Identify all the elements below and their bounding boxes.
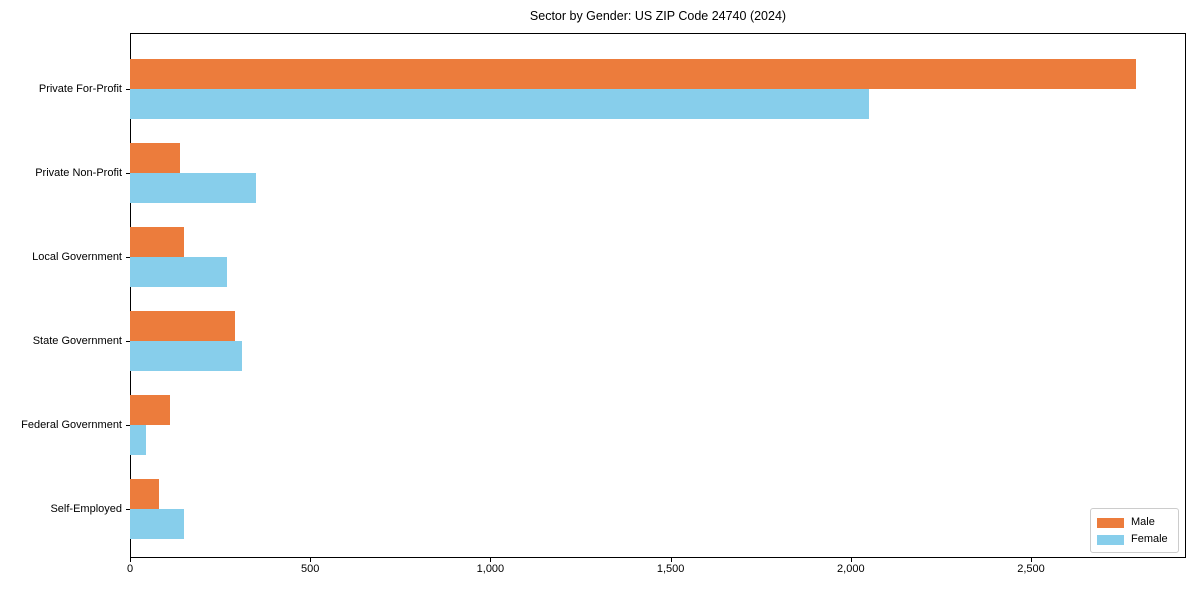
bar-male-private-non-profit <box>130 143 181 173</box>
y-tick-mark <box>126 257 130 258</box>
x-tick-label-1-500: 1,500 <box>656 563 685 575</box>
x-tick-label-2-500: 2,500 <box>1017 563 1045 575</box>
x-tick-label-0: 0 <box>126 563 134 575</box>
bar-male-federal-government <box>130 395 170 425</box>
bar-female-local-government <box>130 257 228 287</box>
legend: Male Female <box>1090 508 1179 553</box>
y-tick-mark <box>126 173 130 174</box>
bar-female-private-for-profit <box>130 89 869 119</box>
x-tick-label-1-000: 1,000 <box>476 563 505 575</box>
legend-item-male: Male <box>1097 515 1178 530</box>
bar-male-self-employed <box>130 479 159 509</box>
legend-label-female: Female <box>1131 533 1168 545</box>
x-tick-mark <box>1031 558 1033 562</box>
x-tick-mark <box>130 558 131 562</box>
chart-title: Sector by Gender: US ZIP Code 24740 (202… <box>529 9 787 23</box>
y-category-label-self-employed: Self-Employed <box>50 503 122 515</box>
legend-swatch-male <box>1097 517 1124 528</box>
y-tick-mark <box>126 425 130 426</box>
y-category-label-federal-government: Federal Government <box>21 419 122 431</box>
y-tick-mark <box>126 89 130 90</box>
legend-label-male: Male <box>1131 516 1155 528</box>
bar-female-private-non-profit <box>130 173 257 203</box>
bar-male-local-government <box>130 227 185 257</box>
x-tick-mark <box>670 558 672 562</box>
x-tick-mark <box>490 558 492 562</box>
bar-male-private-for-profit <box>130 59 1136 89</box>
plot-area <box>130 33 1186 558</box>
x-tick-label-2-000: 2,000 <box>837 563 865 575</box>
bar-female-state-government <box>130 341 242 371</box>
legend-swatch-female <box>1097 534 1124 545</box>
legend-item-female: Female <box>1097 532 1178 547</box>
x-tick-mark <box>850 558 852 562</box>
y-tick-mark <box>126 509 130 510</box>
y-category-label-private-non-profit: Private Non-Profit <box>35 167 122 179</box>
bar-male-state-government <box>130 311 235 341</box>
y-category-label-private-for-profit: Private For-Profit <box>38 83 122 95</box>
bar-female-federal-government <box>130 425 147 455</box>
y-category-label-state-government: State Government <box>32 335 122 347</box>
y-tick-mark <box>126 341 130 342</box>
y-category-label-local-government: Local Government <box>32 251 122 263</box>
bar-female-self-employed <box>130 509 185 539</box>
x-tick-mark <box>310 558 312 562</box>
x-tick-label-500: 500 <box>301 563 320 575</box>
